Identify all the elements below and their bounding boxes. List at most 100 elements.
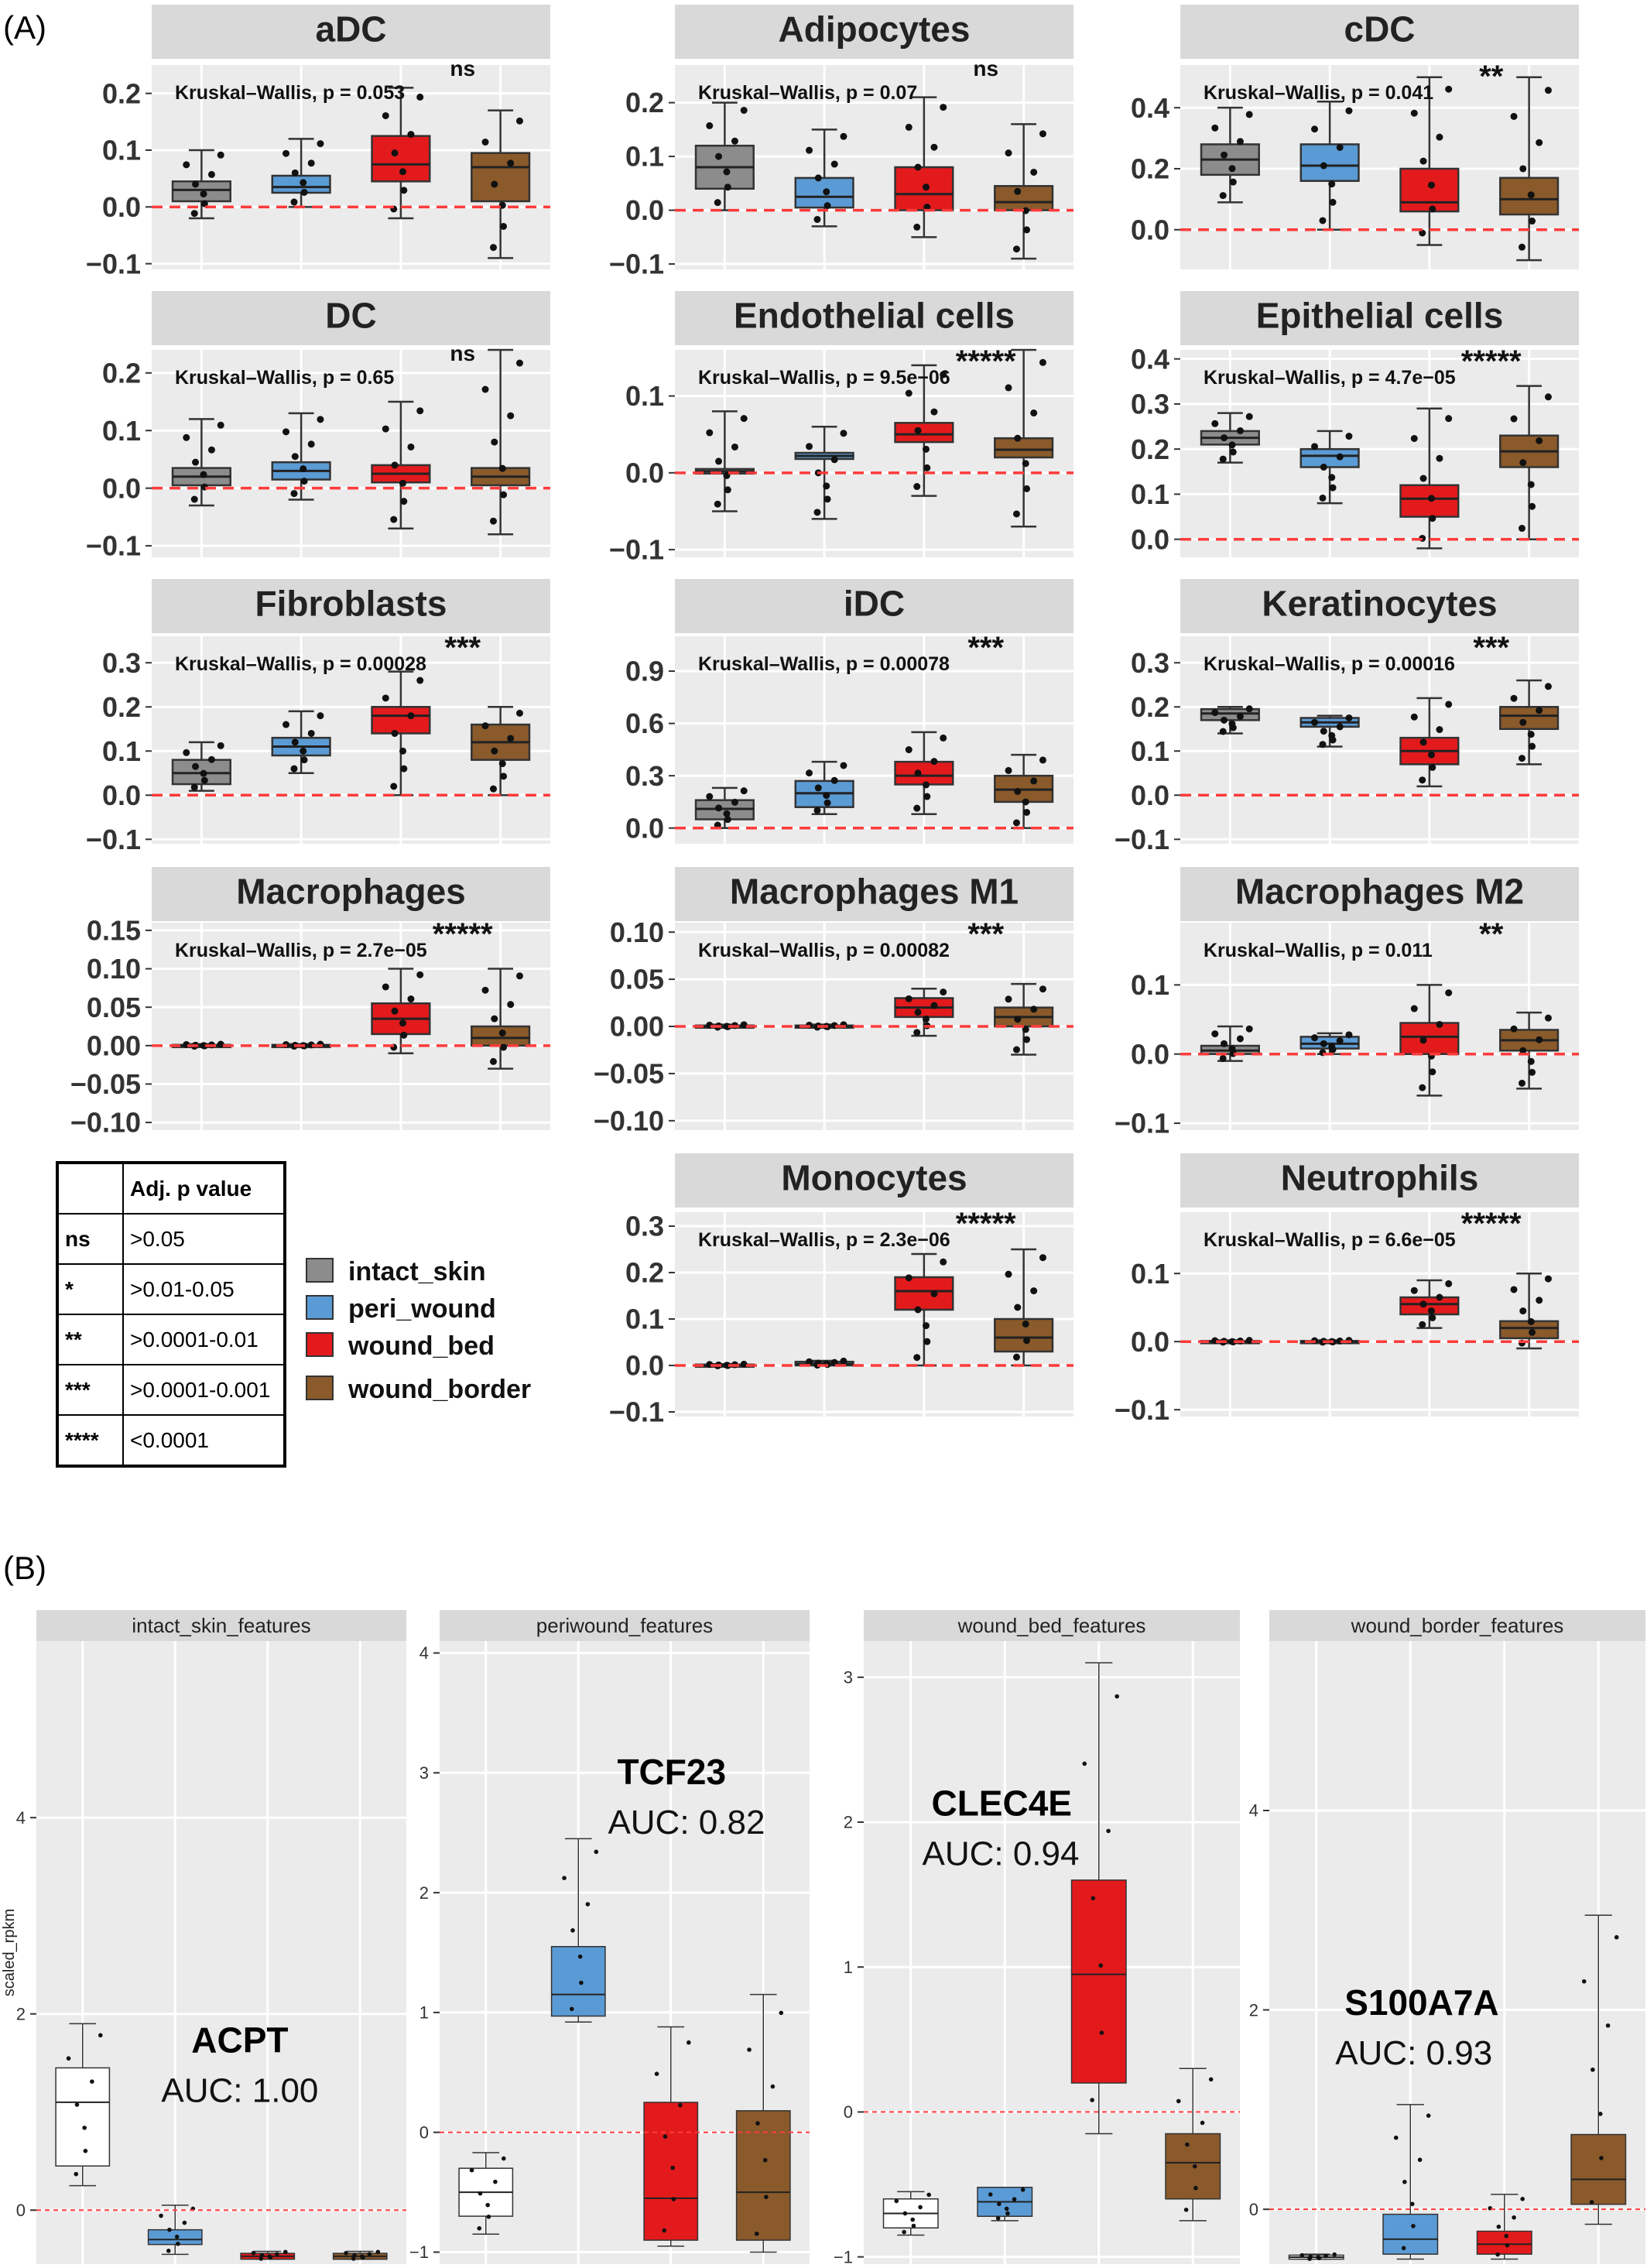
kruskal-wallis-label: Kruskal–Wallis, p = 0.041 [1204,82,1433,104]
y-tick-label: 4 [16,1808,26,1828]
data-point [1039,985,1046,993]
data-point [911,2223,916,2229]
data-point [1221,716,1228,724]
data-point [813,807,821,814]
data-point [914,1009,922,1016]
data-point [706,793,714,800]
y-tick-label: 2 [419,1883,429,1903]
data-point [1519,459,1527,467]
data-point [1519,1307,1527,1315]
data-point [913,483,921,491]
data-point [1445,989,1453,997]
significance-symbol: ns [56,1213,124,1265]
data-point [391,1007,399,1015]
data-point [507,1001,515,1009]
box-intact_skin [694,410,755,512]
data-point [1402,2179,1407,2184]
data-point [914,427,922,434]
box-body [55,2067,111,2167]
data-point [307,440,315,448]
y-tick-label: −1 [409,2242,429,2262]
auc-label: AUC: 1.00 [161,2071,318,2109]
legend-label: wound_border [348,1375,531,1404]
y-tick-label: 0.10 [610,916,664,948]
significance-marker: ns [450,341,475,365]
data-point [1012,1353,1020,1361]
data-point [1427,1307,1435,1315]
data-point [382,983,389,991]
data-point [1410,1286,1418,1294]
data-point [282,428,290,436]
data-point [670,2165,675,2170]
data-point [375,2249,381,2255]
data-point [1219,728,1227,735]
data-point [1319,217,1327,224]
significance-symbol: ** [56,1314,124,1365]
chart-7-group: iDC 0.0 0.3 0.6 0.9 Kruskal–Wallis, p = 0.000… [625,579,1073,844]
data-point [1228,1045,1236,1053]
data-point [515,709,523,717]
data-point [416,971,424,978]
legend-item-intact_skin: intact_skin [306,1257,486,1286]
y-tick-label: −0.05 [594,1058,664,1090]
data-point [1229,448,1237,456]
box-intact_skin [1288,2252,1344,2261]
table-row: * >0.01-0.05 [56,1263,286,1315]
data-point [307,729,315,737]
data-point [940,734,947,742]
data-point [400,187,408,194]
data-point [498,760,506,768]
y-tick-label: 0.9 [625,656,664,687]
box-peri_wound [271,412,331,501]
significance-marker: ns [450,57,475,81]
data-point [399,747,406,755]
data-point [678,2102,683,2108]
box-intact_skin [55,2023,111,2187]
data-point [1320,463,1327,471]
data-point [922,781,930,789]
box-body [894,1276,954,1311]
data-point [1328,1043,1336,1050]
plot-background [152,350,550,557]
data-point [200,769,207,777]
significance-marker: ***** [1461,1207,1522,1241]
facet-strip [1180,1153,1579,1208]
facet-strip [152,291,550,345]
kruskal-wallis-label: Kruskal–Wallis, p = 0.00078 [698,653,950,675]
data-point [823,792,830,800]
data-point [1429,205,1436,213]
data-point [491,180,498,188]
y-tick-label: 0.0 [1131,1038,1169,1070]
data-point [486,2214,491,2219]
y-tick-label: 0.10 [87,953,141,985]
data-point [317,140,324,148]
kruskal-wallis-label: Kruskal–Wallis, p = 0.011 [1204,940,1433,961]
box-wound_bed [894,988,954,1037]
data-point [1599,2156,1604,2160]
data-point [382,111,389,119]
y-tick-label: 0.4 [1131,343,1169,375]
data-point [500,222,508,230]
data-point [1328,474,1336,481]
data-point [501,2156,506,2161]
data-point [662,2228,667,2233]
data-point [300,756,308,764]
kruskal-wallis-label: Kruskal–Wallis, p = 2.7e−05 [175,940,427,961]
facet-title: Monocytes [781,1158,967,1198]
data-point [569,2006,574,2012]
data-point [1544,683,1552,690]
facet-strip [864,1610,1240,1641]
data-point [282,721,290,728]
data-point [1427,495,1435,502]
y-tick-label: 0.05 [87,992,141,1023]
box-peri_wound [1299,714,1360,749]
box-body [643,2102,699,2241]
box-body [894,760,954,786]
data-point [282,149,290,157]
box-peri_wound [977,2187,1033,2222]
chart-5-group: Epithelial cells 0.0 0.1 0.2 0.3 0.4 Kruskal–W… [1131,291,1579,557]
data-point [922,1015,930,1023]
data-point [515,359,523,367]
gene-label: ACPT [191,2020,288,2060]
data-point [1536,139,1543,146]
